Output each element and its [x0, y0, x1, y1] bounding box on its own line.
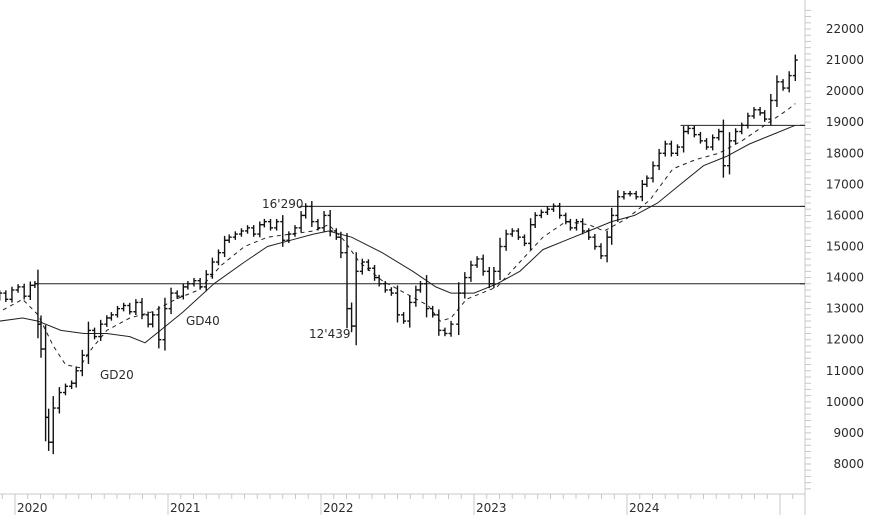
y-tick-label: 17000	[826, 177, 864, 191]
y-axis: 8000 9000 10000 11000 12000 13000 14000 15000 16…	[800, 0, 864, 515]
y-tick-label: 14000	[826, 271, 864, 285]
y-tick-label: 22000	[826, 22, 864, 36]
chart-annotation: 12'439	[309, 327, 350, 341]
y-tick-label: 10000	[826, 395, 864, 409]
y-tick-label: 15000	[826, 239, 864, 253]
x-axis: 2020 2021 2022 2023 2024	[0, 493, 805, 515]
y-tick-label: 19000	[826, 115, 864, 129]
horizontal-levels	[34, 124, 805, 285]
moving-averages	[0, 103, 796, 369]
gd20-line	[0, 103, 796, 369]
x-tick-label: 2021	[170, 501, 201, 515]
y-tick-label: 20000	[826, 84, 864, 98]
annotations: 16'290 12'439 GD40 GD20	[100, 197, 350, 382]
chart-annotation: GD20	[100, 368, 134, 382]
y-tick-label: 21000	[826, 53, 864, 67]
y-tick-label: 12000	[826, 333, 864, 347]
y-tick-label: 16000	[826, 208, 864, 222]
x-tick-label: 2020	[17, 501, 48, 515]
chart-annotation: GD40	[186, 314, 220, 328]
y-tick-label: 11000	[826, 364, 864, 378]
x-tick-label: 2024	[629, 501, 660, 515]
y-tick-label: 9000	[833, 426, 864, 440]
y-tick-label: 13000	[826, 302, 864, 316]
chart-annotation: 16'290	[262, 197, 303, 211]
x-tick-label: 2023	[476, 501, 507, 515]
ohlc-bars	[0, 54, 798, 455]
gd40-line	[0, 124, 796, 344]
y-tick-label: 8000	[833, 457, 864, 471]
x-tick-label: 2022	[323, 501, 354, 515]
y-tick-label: 18000	[826, 146, 864, 160]
